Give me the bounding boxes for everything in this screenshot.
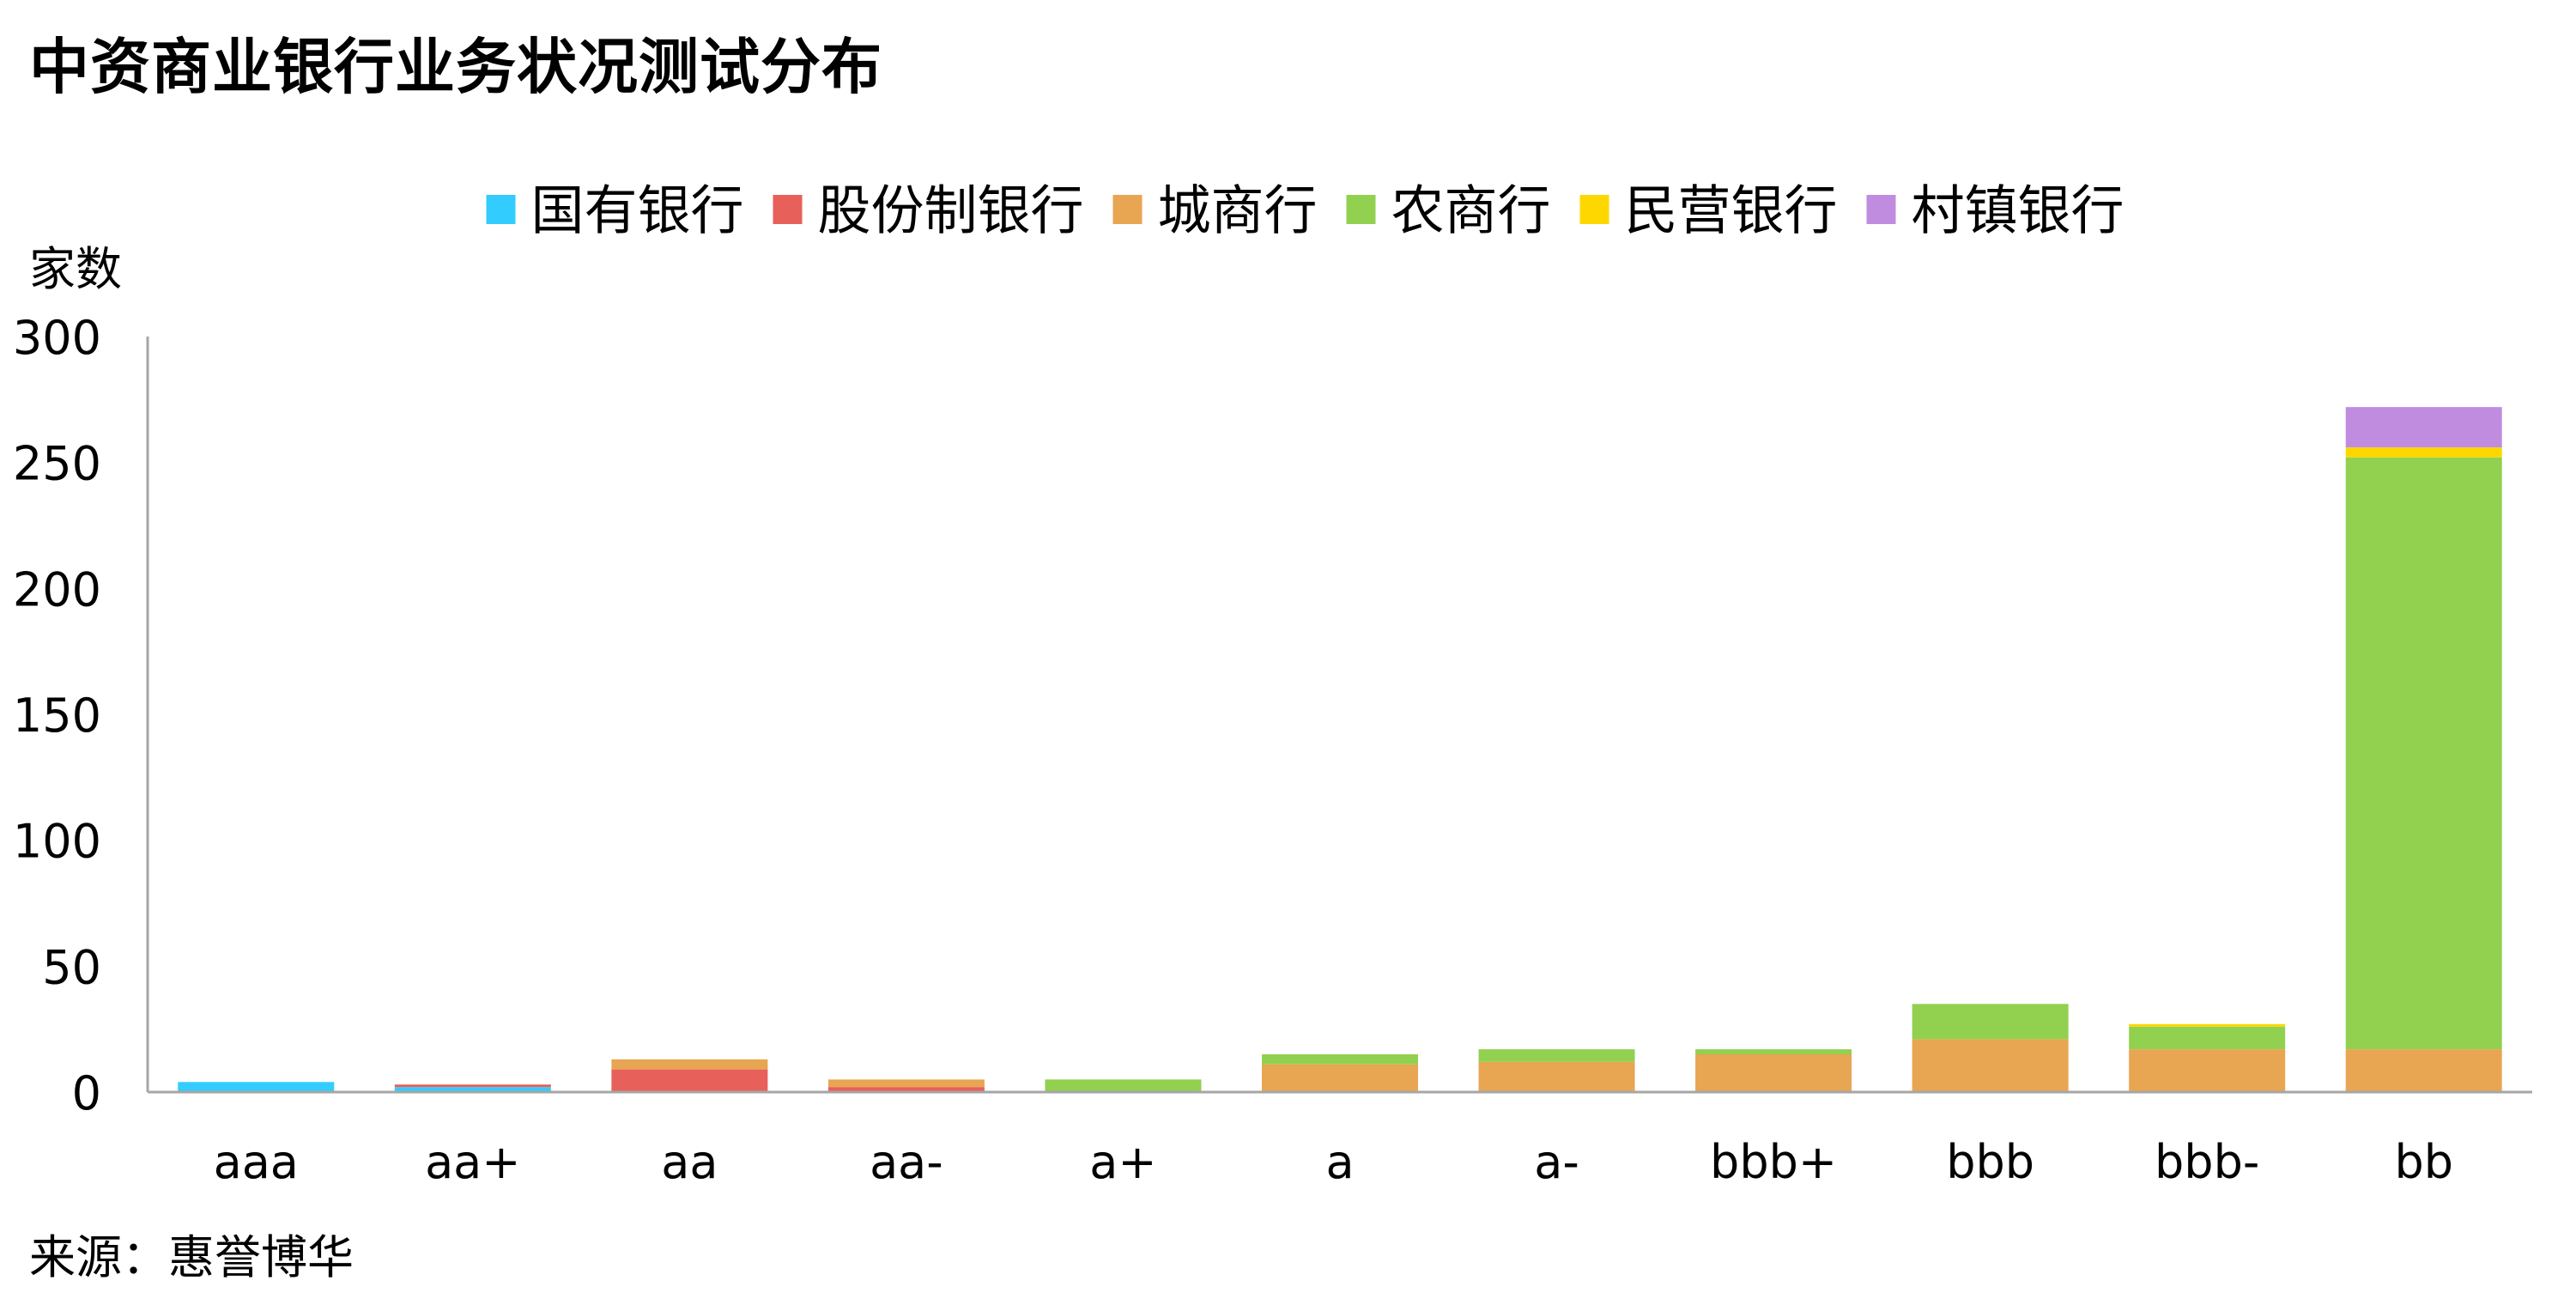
bar-segment [1478,1049,1635,1062]
y-tick-label: 0 [72,1066,101,1120]
legend-swatch [1866,195,1896,224]
bar-segment [2129,1049,2286,1092]
x-tick-label: aaa [214,1135,299,1189]
bar-segment [2345,447,2502,458]
y-axis-label: 家数 [29,242,122,296]
x-tick-label: aa+ [425,1135,520,1189]
legend-swatch [773,195,803,224]
legend-label: 城商行 [1158,179,1318,241]
legend-label: 股份制银行 [818,179,1084,241]
legend-item: 城商行 [1112,179,1318,241]
legend-label: 农商行 [1391,179,1551,241]
y-tick-label: 200 [13,562,101,616]
bar-segment [1478,1061,1635,1092]
bar-segment [1695,1054,1852,1092]
legend-label: 民营银行 [1625,179,1838,241]
legend-swatch [1346,195,1376,224]
y-tick-label: 250 [13,437,101,491]
bar-segment [2345,457,2502,1050]
legend-swatch [1579,195,1609,224]
y-axis-ticks: 0 50 100 150 200 250 300 [13,311,101,1120]
legend-item: 国有银行 [486,179,744,241]
bar-segment [394,1087,551,1092]
bar-segment [2345,1049,2502,1092]
bar-segment [1262,1054,1418,1065]
x-tick-label: aa [661,1135,718,1189]
legend-item: 农商行 [1346,179,1551,241]
y-tick-label: 100 [13,815,101,869]
x-tick-label: bbb+ [1710,1135,1837,1189]
chart-title: 中资商业银行业务状况测试分布 [29,32,882,102]
x-tick-label: a- [1534,1135,1579,1189]
bar-segment [611,1059,768,1070]
bar-segment [1912,1039,2069,1092]
x-tick-label: bbb- [2155,1135,2259,1189]
legend: 国有银行 股份制银行 城商行 农商行 民营银行 村镇银行 [486,179,2124,241]
legend-swatch [1112,195,1143,224]
bar-segment [1695,1049,1852,1054]
x-tick-label: aa- [870,1135,943,1189]
bar-segment [1912,1004,2069,1040]
x-tick-label: bb [2394,1135,2453,1189]
bars [178,407,2502,1092]
y-tick-label: 150 [13,689,101,743]
y-tick-label: 50 [42,940,101,994]
bar-segment [1045,1079,1202,1092]
bar-segment [2129,1023,2286,1027]
bar-segment [2345,407,2502,448]
legend-label: 村镇银行 [1912,179,2124,241]
x-tick-label: bbb [1946,1135,2034,1189]
bar-segment [1262,1064,1418,1092]
y-tick-label: 300 [13,311,101,365]
bar-segment [827,1087,985,1092]
bar-segment [178,1082,335,1092]
source-note: 来源：惠誉博华 [29,1230,354,1284]
bar-segment [827,1079,985,1088]
legend-item: 民营银行 [1579,179,1838,241]
legend-swatch [486,195,516,224]
x-axis-ticks: aaa aa+ aa aa-a+ a a-bbb+ bbb bbb-bb [214,1135,2453,1189]
x-tick-label: a [1325,1135,1354,1189]
legend-item: 村镇银行 [1866,179,2124,241]
bar-segment [2129,1026,2286,1050]
bar-segment [394,1084,551,1088]
x-tick-label: a+ [1089,1135,1156,1189]
bar-segment [611,1069,768,1092]
legend-item: 股份制银行 [773,179,1084,241]
legend-label: 国有银行 [531,179,744,241]
